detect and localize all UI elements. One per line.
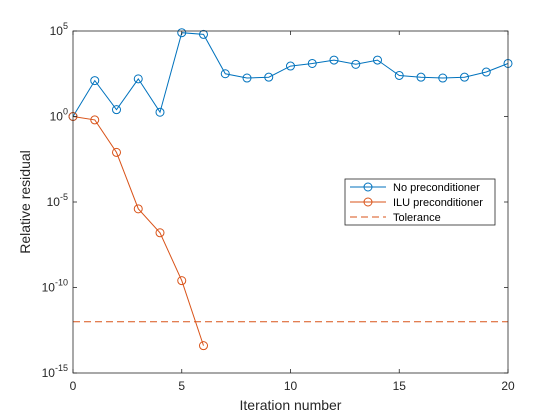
legend-label-tolerance: Tolerance [393,212,441,224]
x-tick-label: 15 [393,379,407,393]
y-tick-label: 10-5 [47,192,68,209]
data-point-ilu-preconditioner [177,276,187,286]
data-point-no-preconditioner [286,61,295,71]
data-point-no-preconditioner [199,29,208,39]
y-tick-label: 105 [50,21,68,38]
data-point-no-preconditioner [351,59,361,69]
legend-entry-ilu-preconditioner: ILU preconditioner [350,197,483,209]
data-point-no-preconditioner [177,28,187,38]
legend: No preconditioner ILU preconditioner Tol… [344,178,496,226]
y-axis-label: Relative residual [17,150,33,254]
data-point-no-preconditioner [329,55,339,65]
data-point-no-preconditioner [481,67,491,77]
x-tick-label: 0 [70,379,77,393]
data-point-ilu-preconditioner [199,341,208,351]
series-layer [68,28,513,351]
x-tick-label: 20 [501,379,515,393]
data-point-no-preconditioner [155,107,165,117]
data-point-ilu-preconditioner [112,147,121,157]
x-tick-label: 10 [284,379,298,393]
data-point-ilu-preconditioner [90,115,100,125]
legend-label-no-preconditioner: No preconditioner [393,182,480,194]
data-point-no-preconditioner [394,70,404,80]
legend-label-ilu-preconditioner: ILU preconditioner [393,197,483,209]
x-axis-label: Iteration number [240,397,342,413]
legend-entry-tolerance: Tolerance [350,212,441,224]
data-point-no-preconditioner [264,72,274,82]
x-tick-label: 5 [178,379,185,393]
data-point-ilu-preconditioner [155,228,165,238]
data-point-no-preconditioner [112,105,121,115]
legend-marker-no-preconditioner [363,182,373,192]
legend-marker-ilu-preconditioner [363,197,373,207]
y-axis: 105 100 10-5 10-10 10-15 [42,21,508,380]
data-point-no-preconditioner [460,72,469,82]
y-tick-label: 100 [50,107,68,124]
data-point-no-preconditioner [90,76,100,86]
data-point-no-preconditioner [373,55,382,65]
series-line-ilu-preconditioner [72,116,204,346]
y-tick-label: 10-10 [42,278,68,295]
data-point-ilu-preconditioner [133,204,143,214]
data-point-no-preconditioner [307,58,317,68]
data-point-no-preconditioner [416,72,426,82]
series-line-no-preconditioner [72,32,509,117]
legend-entry-no-preconditioner: No preconditioner [350,182,480,194]
data-point-no-preconditioner [133,74,143,84]
data-point-no-preconditioner [242,73,252,83]
data-point-no-preconditioner [438,73,448,83]
data-point-no-preconditioner [220,69,230,79]
x-axis: 0 5 10 15 20 [70,31,515,393]
y-tick-label: 10-15 [42,363,68,380]
